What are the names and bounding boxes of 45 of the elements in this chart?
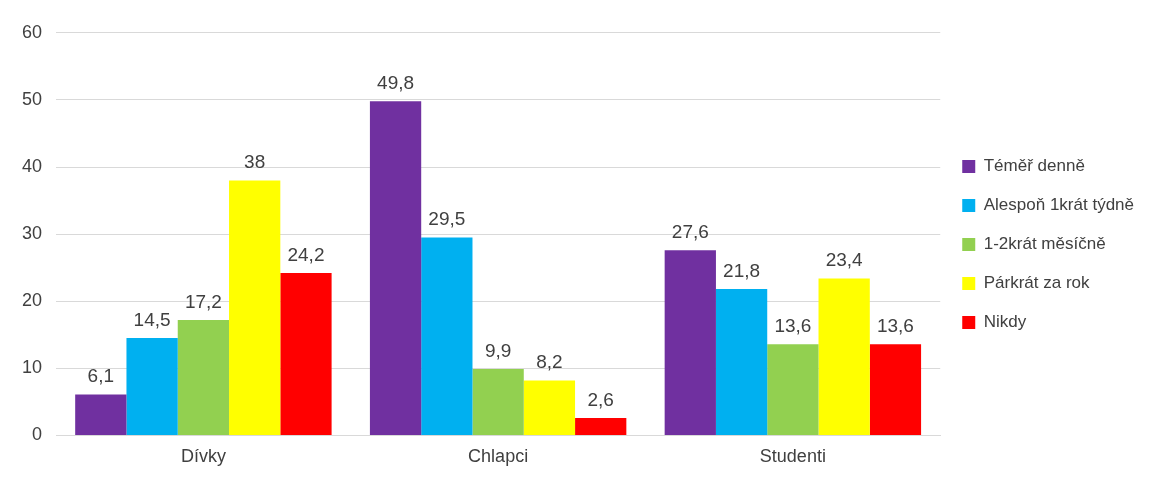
bar [126,338,178,435]
bar [75,394,127,435]
bar [280,273,332,435]
bar [421,237,473,435]
bar [869,344,922,435]
legend-label: Párkrát za rok [983,273,1091,293]
data-label: 29,5 [428,208,466,230]
legend-label: Nikdy [983,312,1027,332]
data-label: 14,5 [133,308,171,330]
bar [523,380,576,435]
data-label: 21,8 [723,259,761,281]
y-tick-label: 20 [21,290,43,311]
legend-label: Alespoň 1krát týdně [983,195,1134,215]
data-label: 8,2 [536,351,563,373]
data-label: 2,6 [587,388,614,410]
bar [664,250,716,435]
y-tick-label: 60 [21,21,43,42]
data-label: 38 [244,151,266,173]
x-tick-label: Chlapci [468,446,529,467]
bar [715,289,768,435]
data-label: 24,2 [287,243,325,265]
bar [177,319,230,435]
data-label: 13,6 [876,314,914,336]
data-label: 49,8 [377,71,415,93]
data-label: 9,9 [484,339,512,361]
legend-label: Téměř denně [983,156,1085,176]
data-label: 23,4 [825,249,864,271]
y-tick-label: 40 [21,155,43,176]
bar [472,368,524,435]
data-label: 27,6 [671,220,709,242]
y-tick-label: 50 [21,88,43,109]
y-tick-label: 0 [32,424,43,445]
data-label: 17,2 [184,290,222,312]
bar [229,180,281,435]
legend-label: 1-2krát měsíčně [983,234,1106,254]
x-tick-label: Dívky [180,446,226,467]
data-label: 6,1 [87,365,115,387]
x-tick-label: Studenti [759,446,826,467]
y-tick-label: 10 [21,357,43,378]
bar [767,344,819,435]
bar [369,101,422,435]
data-label: 13,6 [774,314,812,336]
y-tick-label: 30 [21,223,43,244]
bar [818,278,870,435]
bar [575,417,627,435]
